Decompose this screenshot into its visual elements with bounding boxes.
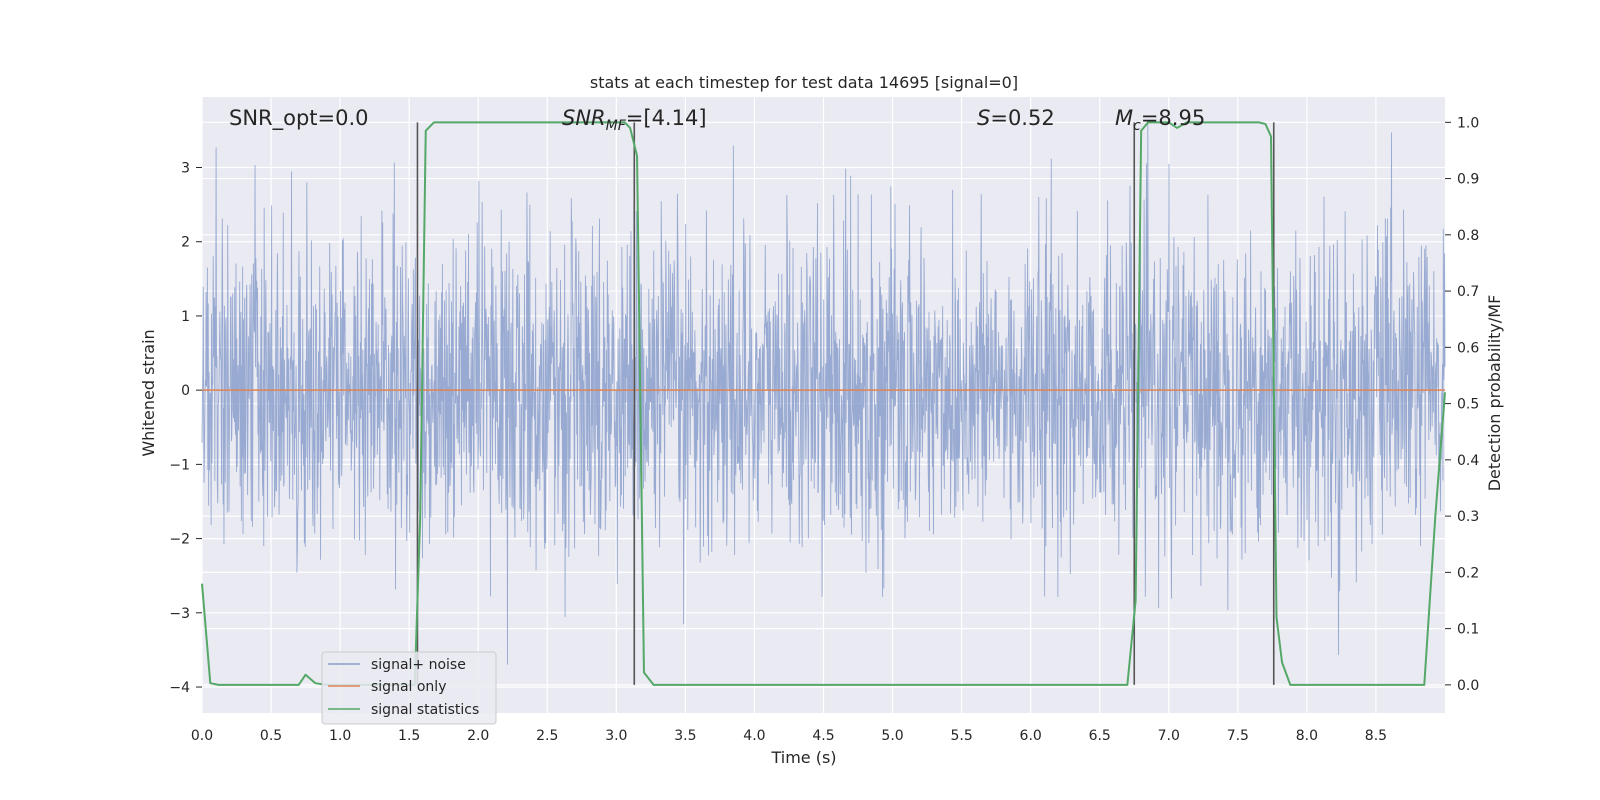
y2-tick-label: 0.6	[1457, 340, 1479, 356]
x-tick-label: 7.5	[1227, 728, 1249, 744]
y-tick-label: −4	[169, 680, 190, 696]
noise-line	[201, 122, 1446, 665]
annotation-snr-mf: SNRMF=[4.14]	[562, 106, 707, 134]
x-tick-label: 4.0	[743, 728, 765, 744]
y2-tick-label: 0.3	[1457, 509, 1479, 525]
y-tick-label: 2	[181, 235, 190, 251]
y2-tick-label: 0.2	[1457, 565, 1479, 581]
y-tick-label: −1	[169, 457, 190, 473]
x-tick-label: 2.5	[536, 728, 558, 744]
x-tick-label: 4.5	[812, 728, 834, 744]
y-tick-label: 1	[181, 309, 190, 325]
x-tick-label: 3.5	[674, 728, 696, 744]
x-tick-label: 8.5	[1365, 728, 1387, 744]
y-axis-ticks: 3 2 1 0 −1 −2 −3 −4	[169, 161, 202, 696]
annotation-s: S=0.52	[977, 106, 1055, 130]
y-tick-label: −2	[169, 532, 190, 548]
annotation-mc: Mc=8.95	[1115, 106, 1205, 134]
y2-tick-label: 0.0	[1457, 678, 1479, 694]
y2-tick-label: 0.8	[1457, 228, 1479, 244]
legend: signal+ noise signal only signal statist…	[321, 651, 497, 725]
x-tick-label: 7.0	[1158, 728, 1180, 744]
y-tick-label: 0	[181, 383, 190, 399]
y2-tick-label: 0.9	[1457, 172, 1479, 188]
annotation-snr-opt: SNR_opt=0.0	[229, 106, 369, 131]
series-signal-plus-noise	[201, 122, 1446, 665]
y2-tick-label: 0.5	[1457, 397, 1479, 413]
legend-label-signal-only: signal only	[371, 679, 446, 695]
x-tick-label: 8.0	[1296, 728, 1318, 744]
x-tick-label: 0.5	[260, 728, 282, 744]
x-tick-label: 5.0	[881, 728, 903, 744]
x-tick-label: 0.0	[191, 728, 213, 744]
x-tick-label: 6.5	[1089, 728, 1111, 744]
x-tick-label: 3.0	[605, 728, 627, 744]
y2-tick-label: 0.7	[1457, 284, 1479, 300]
y-tick-label: 3	[181, 161, 190, 177]
x-tick-label: 1.5	[398, 728, 420, 744]
y2-axis-ticks: 1.0 0.9 0.8 0.7 0.6 0.5 0.4 0.3 0.2 0.1 0.0	[1445, 115, 1479, 694]
legend-label-noise: signal+ noise	[371, 657, 466, 673]
y2-tick-label: 0.1	[1457, 622, 1479, 638]
legend-label-statistics: signal statistics	[371, 702, 479, 718]
y2-tick-label: 0.4	[1457, 453, 1479, 469]
x-tick-label: 1.0	[329, 728, 351, 744]
x-axis-ticks: 0.0 0.5 1.0 1.5 2.0 2.5 3.0 3.5 4.0 4.5 5.0 5.5 6.0 6…	[191, 728, 1387, 744]
x-axis-label: Time (s)	[770, 748, 836, 767]
y2-tick-label: 1.0	[1457, 115, 1479, 131]
x-tick-label: 5.5	[950, 728, 972, 744]
y-axis-label: Whitened strain	[139, 329, 158, 456]
y2-axis-label: Detection probability/MF	[1485, 295, 1504, 492]
legend-box	[321, 651, 497, 725]
y-tick-label: −3	[169, 606, 190, 622]
x-tick-label: 2.0	[467, 728, 489, 744]
x-tick-label: 6.0	[1020, 728, 1042, 744]
chart-title: stats at each timestep for test data 146…	[590, 73, 1018, 92]
